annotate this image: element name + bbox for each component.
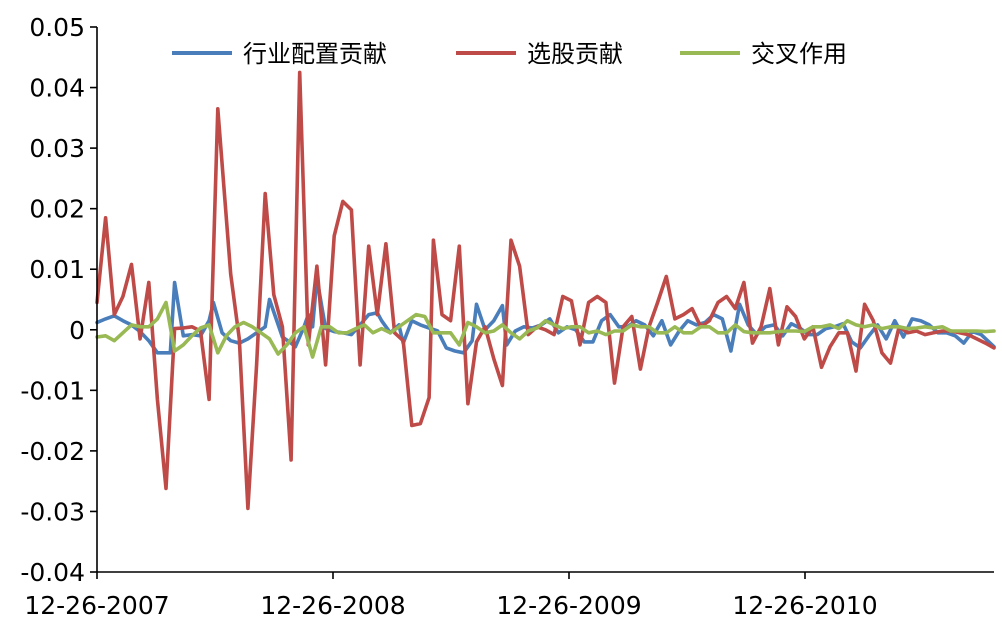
legend: 行业配置贡献 选股贡献 交叉作用 <box>172 40 847 68</box>
y-tick-label: -0.01 <box>20 376 85 405</box>
legend-label-2: 选股贡献 <box>527 40 623 68</box>
x-axis-ticks: 12-26-2007 12-26-2008 12-26-2009 12-26-2010 <box>24 572 878 620</box>
y-tick-label: 0.03 <box>29 134 85 163</box>
y-tick-label: 0.02 <box>29 195 85 224</box>
series-lines <box>95 70 996 511</box>
y-tick-label: -0.02 <box>20 437 85 466</box>
y-tick-label: -0.03 <box>20 497 85 526</box>
y-tick-label: 0.05 <box>29 13 85 42</box>
y-tick-label: 0 <box>69 316 85 345</box>
x-tick-label: 12-26-2007 <box>24 591 169 620</box>
y-tick-label: 0.04 <box>29 74 85 103</box>
y-tick-label: 0.01 <box>29 255 85 284</box>
legend-label-3: 交叉作用 <box>751 40 847 68</box>
legend-label-1: 行业配置贡献 <box>243 40 387 68</box>
y-axis-ticks: 0.05 0.04 0.03 0.02 0.01 0 -0.01 -0.02 -0.03 -0.0… <box>20 13 97 587</box>
series-line-2 <box>95 70 996 511</box>
y-tick-label: -0.04 <box>20 558 85 587</box>
x-tick-label: 12-26-2010 <box>732 591 877 620</box>
x-tick-label: 12-26-2008 <box>260 591 405 620</box>
x-tick-label: 12-26-2009 <box>496 591 641 620</box>
series-line-3 <box>95 300 996 359</box>
